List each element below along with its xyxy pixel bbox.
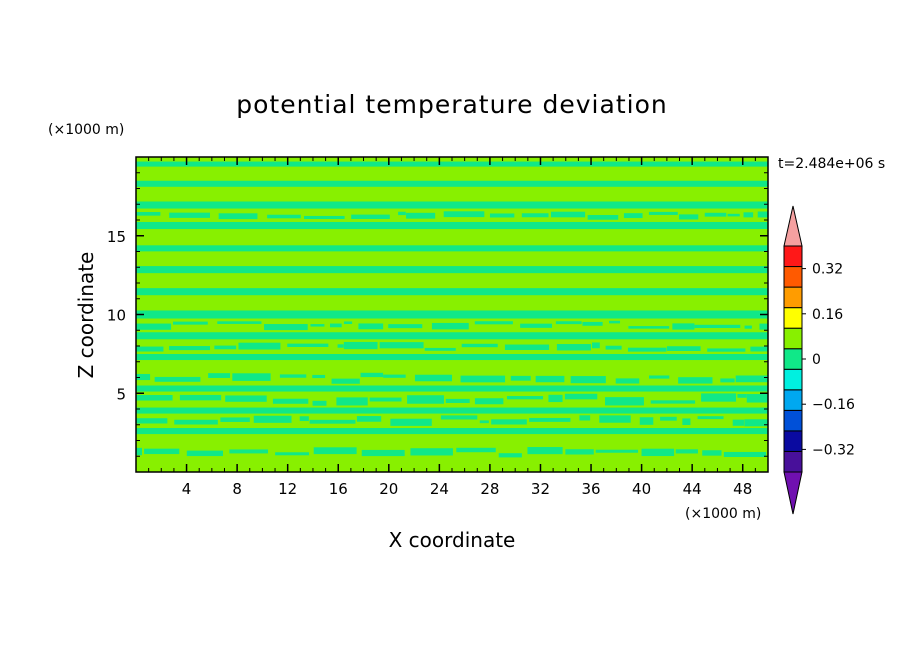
x-tick-label: 12: [278, 480, 297, 498]
contour-band-mixed: [136, 211, 768, 220]
colorbar-box: [783, 286, 803, 309]
colorbar-box: [783, 450, 803, 473]
x-tick-label: 40: [632, 480, 651, 498]
x-unit-label: (×1000 m): [685, 506, 761, 522]
contour-band-mixed: [136, 320, 768, 331]
contour-band-negative: [136, 245, 768, 252]
contour-field: [136, 157, 768, 472]
colorbar-box: [783, 307, 803, 329]
x-tick-label: 36: [581, 480, 600, 498]
contour-band-mixed: [136, 372, 768, 384]
contour-band-negative: [136, 201, 768, 209]
contour-band-mixed: [136, 341, 768, 352]
colorbar-box: [783, 389, 803, 411]
contour-band-negative: [136, 288, 768, 296]
contour-band-mixed: [136, 415, 768, 427]
y-tick-label: 15: [107, 228, 126, 246]
contour-band-negative: [136, 428, 768, 435]
x-axis-label: X coordinate: [389, 528, 516, 552]
x-tick-label: 32: [531, 480, 550, 498]
colorbar-label: −0.32: [812, 442, 855, 458]
x-tick-label: 48: [733, 480, 752, 498]
y-tick-label: 10: [107, 307, 126, 325]
y-tick-label: 5: [116, 385, 126, 403]
colorbar-label: 0: [812, 352, 821, 368]
colorbar-box: [783, 266, 803, 288]
chart-title: potential temperature deviation: [236, 90, 667, 119]
colorbar-label: 0.16: [812, 307, 843, 323]
contour-band-negative: [136, 332, 768, 340]
x-axis: 4 8 12 16 20 24 28 32 36 40 44 48: [148, 157, 756, 498]
colorbar: 0.32 0.16 0 −0.16 −0.32: [783, 205, 855, 515]
colorbar-max-triangle: [783, 205, 803, 247]
colorbar-label: −0.16: [812, 397, 855, 413]
colorbar-min-triangle: [783, 471, 803, 515]
colorbar-label: 0.32: [812, 262, 843, 278]
contour-band-negative: [136, 385, 768, 392]
contour-band-negative: [136, 310, 768, 319]
y-unit-label: (×1000 m): [48, 122, 124, 138]
x-tick-label: 20: [379, 480, 398, 498]
colorbar-box: [783, 327, 803, 350]
x-tick-label: 24: [430, 480, 449, 498]
contour-band-negative: [136, 407, 768, 414]
y-axis: 5 10 15: [107, 172, 768, 457]
contour-band-mixed: [136, 393, 768, 406]
x-tick-label: 4: [182, 480, 192, 498]
contour-band-negative: [136, 354, 768, 361]
contour-band-negative: [136, 161, 768, 167]
y-axis-label: Z coordinate: [74, 252, 98, 379]
x-tick-label: 16: [329, 480, 348, 498]
colorbar-box: [783, 245, 803, 268]
x-tick-label: 28: [480, 480, 499, 498]
colorbar-box: [783, 409, 803, 432]
colorbar-box: [783, 368, 803, 391]
contour-band-mixed: [136, 447, 767, 458]
contour-band-negative: [136, 266, 768, 274]
contour-band-negative: [136, 180, 768, 187]
colorbar-box: [783, 430, 803, 452]
x-tick-label: 44: [683, 480, 702, 498]
contour-band-negative: [136, 221, 768, 230]
x-tick-label: 8: [232, 480, 242, 498]
timestamp-label: t=2.484e+06 s: [778, 156, 885, 172]
colorbar-box: [783, 348, 803, 370]
